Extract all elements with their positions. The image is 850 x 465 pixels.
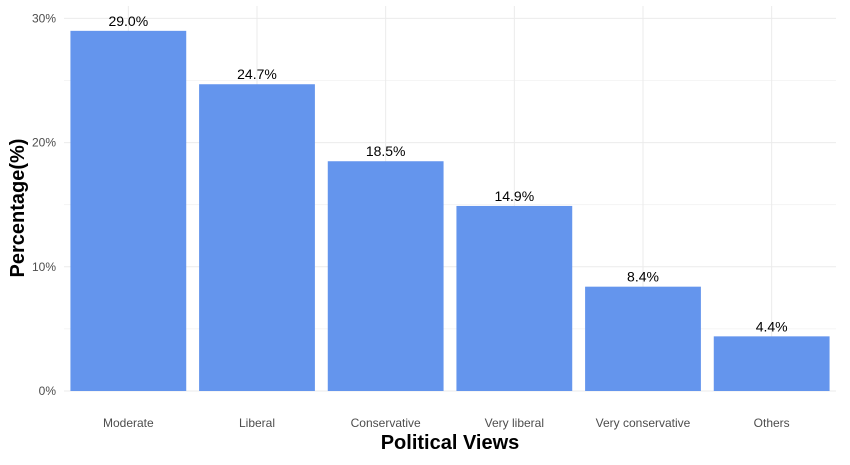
y-tick-label: 0%	[39, 384, 57, 398]
data-label: 4.4%	[756, 318, 788, 334]
x-tick-label: Very conservative	[596, 416, 691, 430]
data-labels: 29.0% 24.7% 18.5% 14.9% 8.4% 4.4%	[108, 13, 787, 335]
bar	[456, 205, 573, 391]
data-label: 8.4%	[627, 269, 659, 285]
x-axis-title: Political Views	[381, 432, 520, 454]
data-label: 29.0%	[108, 13, 148, 29]
bar	[585, 286, 701, 391]
y-axis-title: Percentage(%)	[7, 139, 29, 278]
bar	[327, 161, 444, 391]
y-tick-label: 10%	[32, 260, 56, 274]
bar	[199, 84, 315, 391]
x-tick-label: Others	[754, 416, 790, 430]
x-tick-label: Very liberal	[485, 416, 544, 430]
y-tick-label: 30%	[32, 11, 56, 25]
grid-lines	[64, 6, 836, 392]
data-label: 24.7%	[237, 66, 277, 82]
data-label: 14.9%	[494, 188, 534, 204]
y-axis-ticks: 0% 10% 20% 30%	[32, 11, 56, 398]
data-label: 18.5%	[366, 143, 406, 159]
x-tick-label: Moderate	[103, 416, 154, 430]
x-tick-label: Liberal	[239, 416, 275, 430]
x-axis-ticks: Moderate Liberal Conservative Very liberal V…	[103, 416, 790, 430]
bar	[713, 336, 830, 391]
bar	[70, 30, 187, 391]
y-tick-label: 20%	[32, 136, 56, 150]
bars	[70, 30, 830, 391]
x-tick-label: Conservative	[351, 416, 421, 430]
